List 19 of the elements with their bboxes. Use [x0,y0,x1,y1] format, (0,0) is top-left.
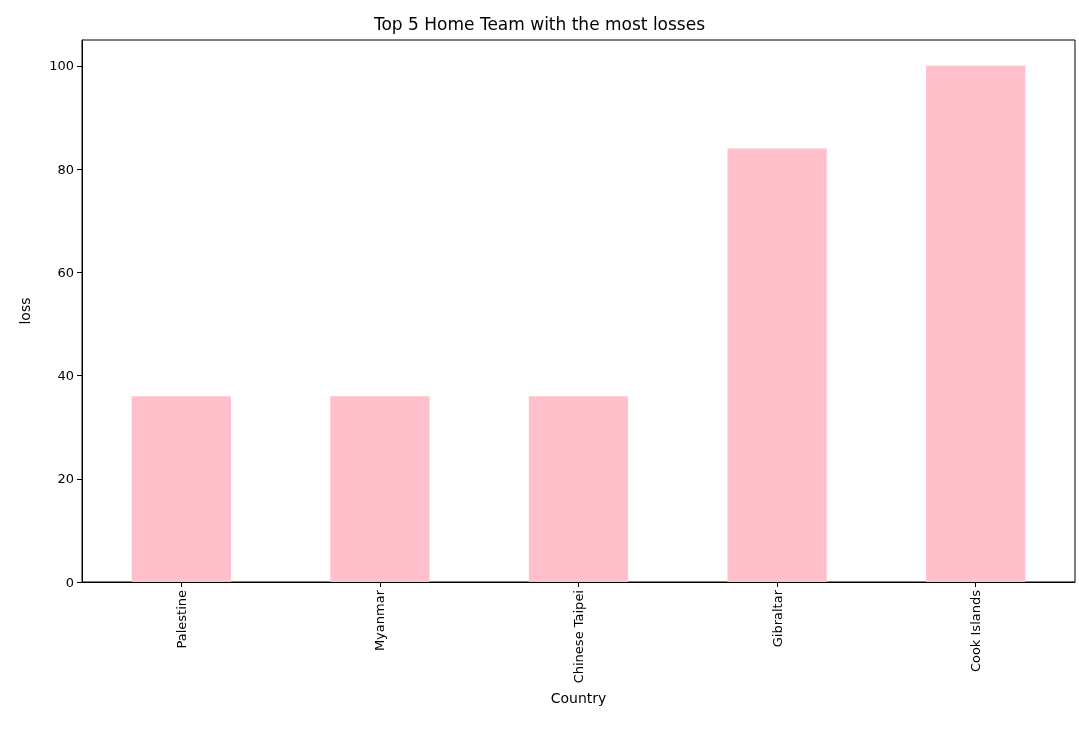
x-axis-title: Country [550,690,607,707]
bar [926,65,1026,582]
y-tick-label: 60 [57,264,74,280]
bar [528,396,629,582]
y-tick-label: 80 [57,161,74,177]
x-tick-label: Gibraltar [769,589,785,648]
bar [131,396,231,582]
x-tick-label: Myanmar [372,589,388,652]
y-tick-label: 100 [49,58,74,74]
x-tick-label: Chinese Taipei [571,590,586,684]
x-tick-label: Palestine [173,590,189,649]
y-axis-title: loss [17,297,33,325]
bar [330,396,430,582]
chart-title: Top 5 Home Team with the most losses [372,13,706,34]
y-tick-label: 40 [57,368,74,384]
y-tick-label: 0 [65,574,74,590]
y-tick-label: 20 [57,471,74,487]
bar [727,148,827,582]
x-tick-label: Cook Islands [968,589,984,673]
